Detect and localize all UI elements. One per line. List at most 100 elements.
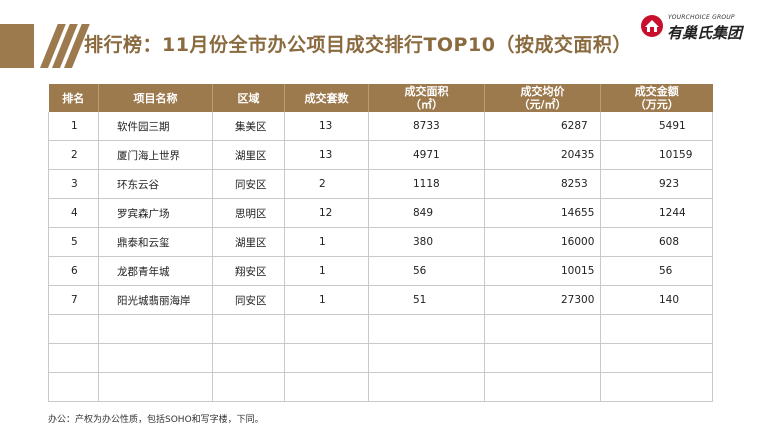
- amount-cell: 5491: [600, 112, 713, 141]
- price-cell: 6287: [484, 112, 601, 141]
- column-header: 成交均价 （元/㎡）: [484, 84, 601, 112]
- units-cell: 1: [284, 256, 369, 286]
- units-cell: [284, 372, 369, 402]
- ranking-table: 排名 项目名称 区域 成交套数 成交面积 （㎡） 成交均价 （元/㎡） 成交金额 （万元） 1 软件…: [48, 84, 713, 402]
- column-header-unit: （万元）: [634, 98, 679, 111]
- company-logo: YOURCHOICE GROUP 有巢氏集团: [640, 6, 756, 42]
- amount-cell: 1244: [600, 198, 713, 228]
- project-name-cell: 厦门海上世界: [98, 140, 213, 170]
- area-cell: 849: [368, 198, 485, 228]
- rank-cell: [48, 372, 99, 402]
- table-row: [48, 372, 713, 402]
- column-header: 成交套数: [284, 84, 369, 112]
- amount-cell: 923: [600, 169, 713, 199]
- project-name-cell: 罗宾森广场: [98, 198, 213, 228]
- amount-cell: 56: [600, 256, 713, 286]
- area-cell: [368, 372, 485, 402]
- price-cell: 14655: [484, 198, 601, 228]
- units-cell: [284, 343, 369, 373]
- header-band: [0, 24, 760, 68]
- project-name-cell: 软件园三期: [98, 112, 213, 141]
- area-cell: 380: [368, 227, 485, 257]
- rank-cell: [48, 343, 99, 373]
- rank-cell: 5: [48, 227, 99, 257]
- table-row: 2 厦门海上世界 湖里区 13 4971 20435 10159: [48, 140, 713, 170]
- district-cell: 同安区: [212, 169, 285, 199]
- page-title: 排行榜：11月份全市办公项目成交排行TOP10（按成交面积）: [84, 34, 632, 56]
- district-cell: 集美区: [212, 112, 285, 141]
- area-cell: 4971: [368, 140, 485, 170]
- district-cell: 思明区: [212, 198, 285, 228]
- district-cell: 湖里区: [212, 227, 285, 257]
- amount-cell: [600, 314, 713, 344]
- rank-cell: 4: [48, 198, 99, 228]
- district-cell: 翔安区: [212, 256, 285, 286]
- project-name-cell: 阳光城翡丽海岸: [98, 285, 213, 315]
- table-row: 6 龙郡青年城 翔安区 1 56 10015 56: [48, 256, 713, 286]
- footnote: 办公：产权为办公性质，包括SOHO和写字楼，下同。: [48, 415, 264, 425]
- price-cell: [484, 314, 601, 344]
- units-cell: 13: [284, 112, 369, 141]
- units-cell: 1: [284, 227, 369, 257]
- project-name-cell: 环东云谷: [98, 169, 213, 199]
- table-row: [48, 314, 713, 344]
- rank-cell: 2: [48, 140, 99, 170]
- column-header: 排名: [48, 84, 99, 112]
- column-header-label: 区域: [237, 91, 260, 105]
- district-cell: 湖里区: [212, 140, 285, 170]
- house-logo-icon: [641, 15, 663, 37]
- price-cell: 8253: [484, 169, 601, 199]
- area-cell: 56: [368, 256, 485, 286]
- table-row: 3 环东云谷 同安区 2 1118 8253 923: [48, 169, 713, 199]
- units-cell: 1: [284, 285, 369, 315]
- table-row: [48, 343, 713, 373]
- price-cell: [484, 343, 601, 373]
- table-row: 1 软件园三期 集美区 13 8733 6287 5491: [48, 112, 713, 141]
- column-header-label: 排名: [62, 91, 85, 105]
- district-cell: 同安区: [212, 285, 285, 315]
- district-cell: [212, 343, 285, 373]
- column-header-unit: （元/㎡）: [518, 98, 567, 111]
- column-header-label: 项目名称: [133, 91, 178, 105]
- rank-cell: 1: [48, 112, 99, 141]
- area-cell: [368, 343, 485, 373]
- table-row: 5 鼎泰和云玺 湖里区 1 380 16000 608: [48, 227, 713, 257]
- table-row: 4 罗宾森广场 思明区 12 849 14655 1244: [48, 198, 713, 228]
- project-name-cell: 龙郡青年城: [98, 256, 213, 286]
- amount-cell: 10159: [600, 140, 713, 170]
- units-cell: 2: [284, 169, 369, 199]
- district-cell: [212, 314, 285, 344]
- project-name-cell: [98, 372, 213, 402]
- price-cell: 20435: [484, 140, 601, 170]
- column-header-label: 成交金额: [634, 85, 679, 98]
- column-header: 成交金额 （万元）: [600, 84, 713, 112]
- district-cell: [212, 372, 285, 402]
- table-row: 7 阳光城翡丽海岸 同安区 1 51 27300 140: [48, 285, 713, 315]
- rank-cell: 6: [48, 256, 99, 286]
- rank-cell: 7: [48, 285, 99, 315]
- amount-cell: [600, 372, 713, 402]
- table-header-row: 排名 项目名称 区域 成交套数 成交面积 （㎡） 成交均价 （元/㎡） 成交金额 （万元）: [48, 84, 713, 112]
- amount-cell: [600, 343, 713, 373]
- column-header-label: 成交均价: [520, 85, 565, 98]
- column-header: 区域: [212, 84, 285, 112]
- price-cell: [484, 372, 601, 402]
- column-header-label: 成交面积: [404, 85, 449, 98]
- project-name-cell: [98, 343, 213, 373]
- amount-cell: 608: [600, 227, 713, 257]
- price-cell: 27300: [484, 285, 601, 315]
- price-cell: 16000: [484, 227, 601, 257]
- header-accent-block: [0, 24, 34, 68]
- price-cell: 10015: [484, 256, 601, 286]
- project-name-cell: [98, 314, 213, 344]
- logo-subtitle: YOURCHOICE GROUP: [668, 14, 735, 21]
- area-cell: 8733: [368, 112, 485, 141]
- amount-cell: 140: [600, 285, 713, 315]
- column-header-label: 成交套数: [304, 91, 349, 105]
- units-cell: [284, 314, 369, 344]
- area-cell: 1118: [368, 169, 485, 199]
- units-cell: 13: [284, 140, 369, 170]
- area-cell: [368, 314, 485, 344]
- project-name-cell: 鼎泰和云玺: [98, 227, 213, 257]
- column-header: 项目名称: [98, 84, 213, 112]
